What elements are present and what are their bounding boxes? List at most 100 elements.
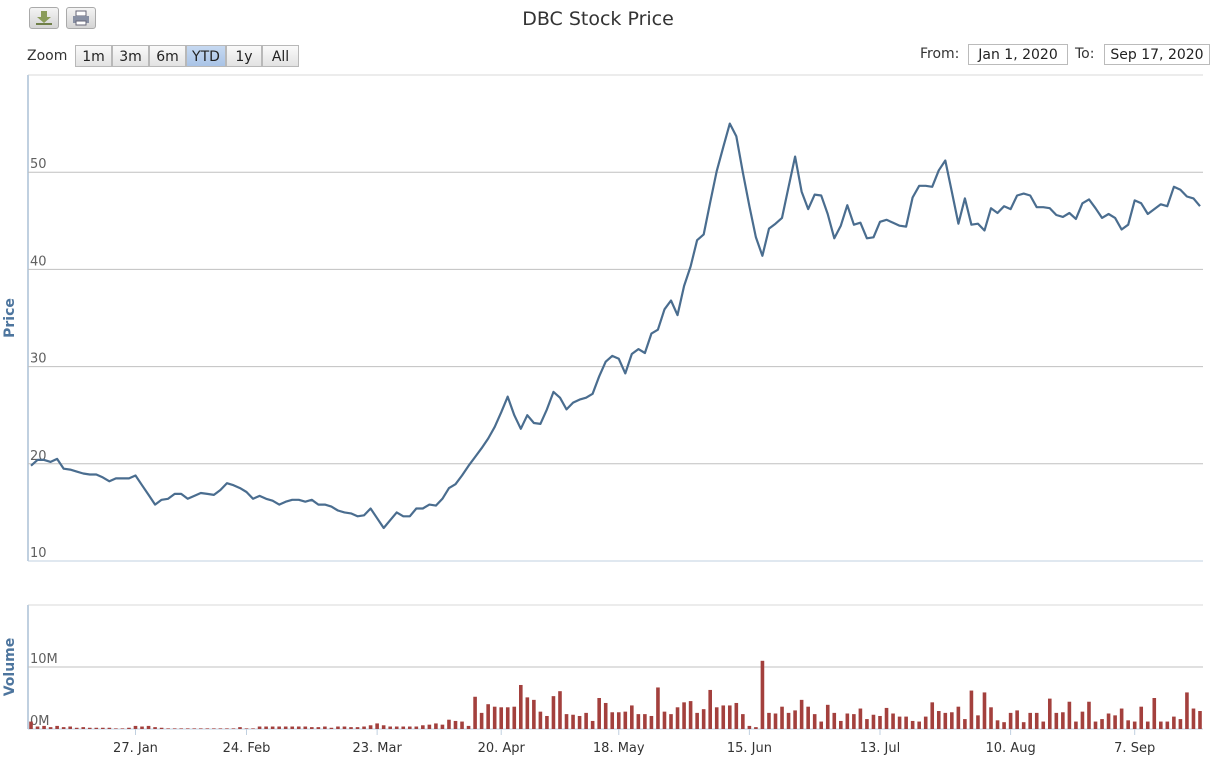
volume-bar xyxy=(950,712,954,729)
volume-bar xyxy=(538,711,543,729)
volume-bar xyxy=(558,691,562,729)
volume-bar xyxy=(1047,698,1052,729)
volume-bar xyxy=(636,714,641,729)
x-tick-label: 27. Jan xyxy=(113,741,158,756)
volume-bar xyxy=(283,726,288,729)
volume-bar xyxy=(185,728,190,729)
volume-bar xyxy=(460,721,464,729)
volume-bar xyxy=(179,728,184,729)
volume-bar xyxy=(897,716,902,729)
volume-bar xyxy=(623,711,628,729)
volume-bar xyxy=(936,711,941,729)
x-tick-label: 13. Jul xyxy=(860,741,901,756)
volume-bar xyxy=(492,706,497,729)
volume-bar xyxy=(505,707,510,729)
download-button[interactable] xyxy=(29,7,59,29)
volume-bar xyxy=(1159,721,1163,729)
volume-bar xyxy=(910,720,915,729)
volume-bar xyxy=(205,728,210,729)
range-button[interactable]: All xyxy=(262,45,299,67)
volume-bar xyxy=(812,714,817,729)
volume-bar xyxy=(597,698,601,729)
volume-bar xyxy=(963,719,967,729)
volume-bar xyxy=(839,720,843,729)
volume-bar xyxy=(486,704,490,729)
volume-bar xyxy=(192,728,197,729)
volume-bar xyxy=(982,692,987,729)
volume-bar xyxy=(329,727,334,729)
volume-bar xyxy=(923,716,928,729)
volume-bar xyxy=(87,727,92,729)
volume-bar xyxy=(55,725,59,729)
price-line xyxy=(30,122,1201,530)
volume-bar xyxy=(786,712,791,729)
volume-bar xyxy=(1172,716,1176,729)
print-icon xyxy=(73,10,89,26)
volume-bar xyxy=(440,724,445,729)
volume-bar xyxy=(721,705,726,729)
volume-bar xyxy=(610,712,615,729)
volume-bar xyxy=(1087,701,1091,729)
volume-bar xyxy=(675,707,680,729)
volume-bar xyxy=(845,713,850,729)
volume-bar xyxy=(799,699,804,729)
volume-bar xyxy=(571,714,575,729)
volume-bar xyxy=(708,689,712,729)
to-input[interactable]: Sep 17, 2020 xyxy=(1104,44,1210,65)
range-button[interactable]: 1y xyxy=(226,45,262,67)
volume-bar xyxy=(251,728,255,729)
volume-bar xyxy=(140,726,144,729)
volume-bar xyxy=(133,725,138,729)
y-tick-label: 30 xyxy=(30,352,47,367)
volume-bar xyxy=(94,727,99,729)
volume-bar xyxy=(290,726,295,729)
x-tick-label: 24. Feb xyxy=(223,741,271,756)
volume-bar xyxy=(29,721,33,729)
y-tick-label: 10M xyxy=(30,652,58,667)
volume-bar xyxy=(917,721,921,729)
volume-bar xyxy=(35,726,40,729)
volume-bar xyxy=(394,726,399,729)
volume-bar xyxy=(989,707,993,729)
volume-bar xyxy=(218,728,223,729)
volume-bar xyxy=(447,719,451,729)
volume-bar xyxy=(956,706,961,729)
volume-bar xyxy=(68,726,72,729)
range-button[interactable]: 3m xyxy=(112,45,149,67)
range-button[interactable]: 6m xyxy=(149,45,186,67)
volume-bar xyxy=(695,712,699,729)
volume-bar xyxy=(865,719,869,729)
volume-bar xyxy=(1061,712,1065,729)
volume-bar xyxy=(323,726,327,729)
volume-bar xyxy=(773,713,778,729)
volume-bar xyxy=(1132,721,1137,729)
volume-bar xyxy=(1191,708,1196,729)
volume-bar xyxy=(421,725,425,729)
volume-bar xyxy=(120,728,125,729)
volume-bar xyxy=(153,727,157,729)
volume-bar xyxy=(734,702,739,729)
volume-bar xyxy=(277,726,281,729)
volume-bar xyxy=(81,727,86,729)
volume-bar xyxy=(590,720,595,729)
volume-bar xyxy=(114,728,118,729)
volume-bar xyxy=(466,725,471,729)
range-button[interactable]: 1m xyxy=(75,45,112,67)
volume-bar xyxy=(479,712,484,729)
volume-bar xyxy=(1100,719,1104,729)
volume-bar xyxy=(603,702,608,729)
x-tick-label: 10. Aug xyxy=(986,741,1036,756)
range-button[interactable]: YTD xyxy=(186,45,226,67)
volume-bar xyxy=(682,702,686,729)
volume-bar xyxy=(42,725,46,729)
volume-bar xyxy=(714,707,719,729)
volume-bar xyxy=(1093,721,1098,729)
print-button[interactable] xyxy=(66,7,96,29)
volume-bar xyxy=(741,714,745,729)
volume-bar xyxy=(316,727,321,729)
volume-bar xyxy=(368,725,373,729)
volume-bar xyxy=(336,726,340,729)
from-input[interactable]: Jan 1, 2020 xyxy=(968,44,1068,65)
volume-bar xyxy=(257,726,262,729)
